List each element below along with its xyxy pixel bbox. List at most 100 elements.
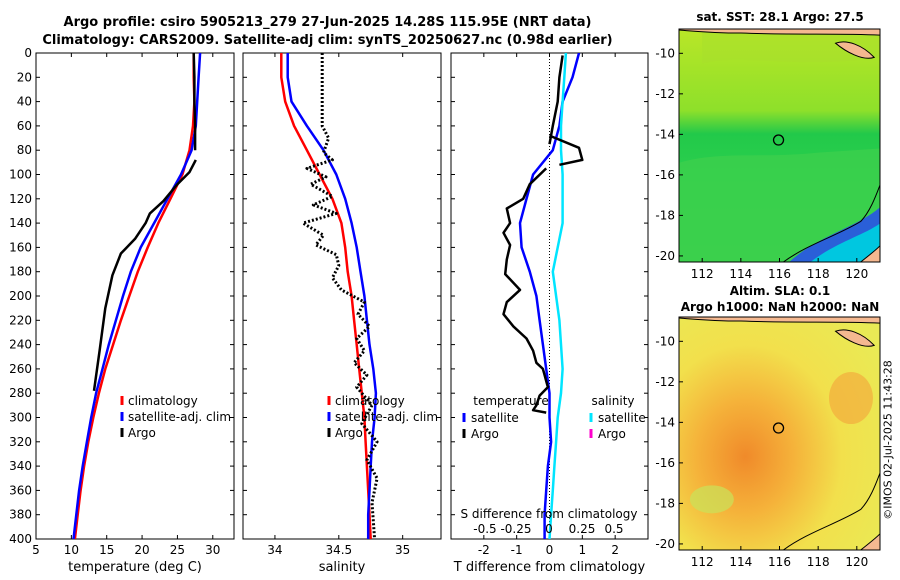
- map-x-tick-label: 116: [768, 267, 791, 281]
- y-tick-label: 220: [9, 313, 32, 327]
- temperature-series-satellite-adj-clim: [72, 53, 202, 539]
- legend-label: Argo: [471, 427, 499, 441]
- map-y-tick-label: -16: [655, 456, 675, 470]
- y-tick-label: 60: [17, 119, 32, 133]
- difference-series-t-argo-upper: [548, 55, 564, 145]
- sla_map-field: [679, 317, 880, 550]
- legend-title-salinity: salinity: [591, 394, 634, 408]
- figure-title-line1: Argo profile: csiro 5905213_279 27-Jun-2…: [63, 15, 592, 30]
- map-x-tick-label: 118: [807, 267, 830, 281]
- temperature-axes-frame: [35, 52, 235, 540]
- y-tick-label: 40: [17, 95, 32, 109]
- temperature-plot-area: [72, 53, 202, 539]
- y-tick-label: 20: [17, 70, 32, 84]
- map-y-tick-label: -10: [655, 46, 675, 60]
- x-tick-label: 2: [611, 543, 619, 557]
- figure-title-line2: Climatology: CARS2009. Satellite-adj cli…: [42, 33, 613, 48]
- land-australia: [859, 533, 880, 550]
- sst-coastal-cyan: [810, 223, 880, 262]
- map-y-tick-label: -20: [655, 537, 675, 551]
- x-tick-label: 15: [99, 543, 114, 557]
- x-tick-label: -1: [511, 543, 523, 557]
- x-tick-label: -2: [478, 543, 490, 557]
- land-sumba: [834, 41, 876, 59]
- land-north: [679, 29, 880, 36]
- salinity-x-axis-label: salinity: [319, 560, 366, 575]
- map-y-tick-label: -18: [655, 496, 675, 510]
- shelf-contour-south: [783, 472, 880, 550]
- map-x-tick-label: 120: [845, 555, 868, 569]
- argo-position-marker: [772, 422, 785, 434]
- temperature-series-argo-lower-segment: [92, 159, 197, 391]
- map-y-tick-label: -12: [655, 87, 675, 101]
- map-y-tick-label: -10: [655, 334, 675, 348]
- map-x-tick-label: 120: [845, 267, 868, 281]
- y-tick-label: 340: [9, 459, 32, 473]
- legend-label: Argo: [128, 426, 156, 440]
- difference-x-axis-label: T difference from climatology: [453, 560, 646, 575]
- difference-series-t-satellite: [518, 53, 581, 539]
- salinity-axes-frame: [242, 52, 442, 540]
- y-tick-label: 360: [9, 483, 32, 497]
- x-tick-label: 30: [205, 543, 220, 557]
- y-tick-label: 140: [9, 216, 32, 230]
- y-tick-label: 160: [9, 240, 32, 254]
- sla-low-sw: [689, 485, 734, 514]
- x-tick-label: 1: [579, 543, 587, 557]
- y-tick-label: 180: [9, 265, 32, 279]
- sla-high-east: [829, 372, 874, 425]
- argo-position-marker: [772, 134, 785, 146]
- x-tick-label: 5: [32, 543, 40, 557]
- y-tick-label: 280: [9, 386, 32, 400]
- map-y-tick-label: -18: [655, 208, 675, 222]
- map-x-tick-label: 118: [807, 555, 830, 569]
- x-tick-label-salinity: 0.25: [569, 522, 596, 536]
- legend-label: Argo: [598, 427, 626, 441]
- y-tick-label: 120: [9, 192, 32, 206]
- difference-series-s-satellite: [548, 53, 568, 539]
- sla-map-title-line2: Argo h1000: NaN h2000: NaN: [680, 300, 880, 314]
- land-australia: [859, 245, 880, 262]
- x-tick-label: 25: [170, 543, 185, 557]
- shelf-contour-south: [783, 184, 880, 262]
- salinity-series-argo: [301, 53, 379, 539]
- salinity-plot-area: [280, 53, 379, 539]
- legend-label: satellite: [471, 411, 519, 425]
- x-tick-label-salinity: 0.5: [604, 522, 623, 536]
- temperature-series-argo-upper-segment: [192, 53, 197, 151]
- y-tick-label: 200: [9, 289, 32, 303]
- sst_map-field: [679, 29, 880, 262]
- x-tick-label: 34: [267, 543, 282, 557]
- legend-label: satellite-adj. clim: [128, 410, 231, 424]
- map-y-tick-label: -20: [655, 249, 675, 263]
- map-y-tick-label: -14: [655, 415, 675, 429]
- salinity-series-climatology: [280, 53, 372, 539]
- land-sumba: [834, 329, 876, 347]
- y-tick-label: 300: [9, 411, 32, 425]
- map-y-tick-label: -12: [655, 375, 675, 389]
- y-tick-label: 260: [9, 362, 32, 376]
- salinity-series-satellite-adj-clim: [286, 53, 378, 539]
- y-tick-label: 0: [24, 46, 32, 60]
- legend-label: climatology: [128, 394, 198, 408]
- diff-top-axis-label: S difference from climatology: [461, 507, 638, 521]
- x-tick-label: 34.5: [325, 543, 352, 557]
- temperature-series-climatology: [73, 53, 196, 539]
- y-tick-label: 240: [9, 338, 32, 352]
- y-tick-label: 100: [9, 168, 32, 182]
- x-tick-label-salinity: -0.25: [500, 522, 531, 536]
- legend-label: Argo: [335, 426, 363, 440]
- difference-series-t-argo-lower: [502, 167, 550, 414]
- y-tick-label: 320: [9, 435, 32, 449]
- map-x-tick-label: 112: [691, 555, 714, 569]
- x-tick-label: 10: [64, 543, 79, 557]
- map-x-tick-label: 114: [729, 267, 752, 281]
- x-tick-label: 35: [395, 543, 410, 557]
- difference-series-t-argo-spike: [549, 134, 584, 167]
- difference-plot-area: [502, 53, 584, 539]
- x-tick-label: 20: [134, 543, 149, 557]
- legend-title-temperature: temperature: [473, 394, 548, 408]
- temperature-x-axis-label: temperature (deg C): [68, 560, 202, 575]
- legend-label: satellite: [598, 411, 646, 425]
